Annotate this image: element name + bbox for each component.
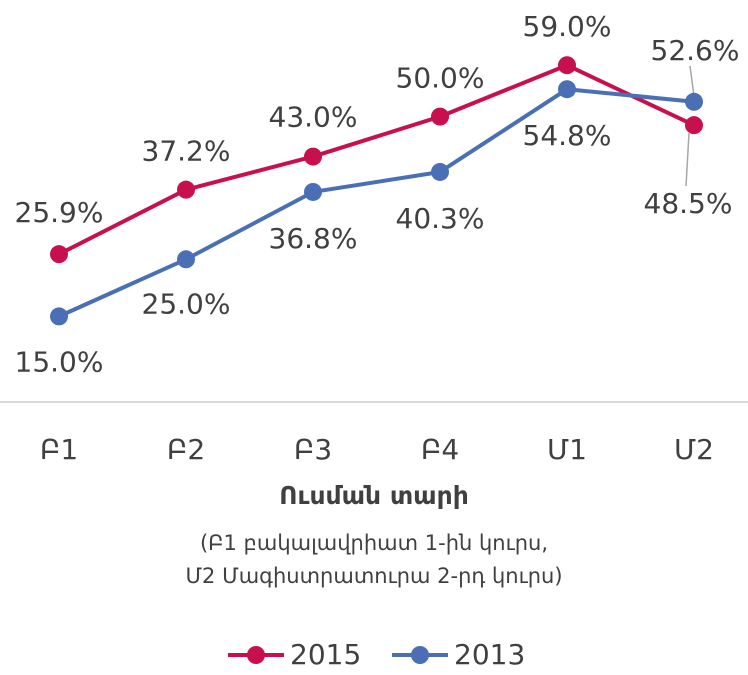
data-point: [558, 80, 576, 99]
legend-marker: [247, 646, 265, 664]
series-line: [58, 87, 695, 319]
data-point: [304, 182, 322, 201]
x-tick-label: Մ1: [547, 433, 587, 466]
x-axis-note: Մ2 Մագիստրատուրա 2-րդ կուրս): [185, 564, 562, 588]
data-label: 25.0%: [142, 287, 231, 320]
data-point: [50, 245, 68, 264]
x-tick-label: Բ3: [294, 433, 332, 466]
series-line: [58, 63, 695, 256]
data-label: 37.2%: [142, 135, 231, 168]
data-label: 52.6%: [651, 34, 740, 67]
data-label: 43.0%: [269, 101, 358, 134]
leader-line: [685, 132, 690, 187]
data-point: [304, 147, 322, 166]
x-axis-title: Ուսման տարի: [279, 481, 469, 510]
data-label: 48.5%: [644, 187, 733, 220]
data-point: [431, 107, 449, 126]
legend-label: 2015: [290, 638, 361, 671]
x-axis-note: (Բ1 բակալավրիատ 1-ին կուրս,: [200, 531, 548, 555]
data-point: [685, 92, 703, 111]
data-point: [685, 116, 703, 135]
x-tick-label: Մ2: [674, 433, 714, 466]
data-label: 59.0%: [523, 10, 612, 43]
x-tick-label: Բ1: [40, 433, 78, 466]
data-point: [177, 180, 195, 199]
x-tick-label: Բ2: [167, 433, 205, 466]
legend-label: 2013: [454, 638, 525, 671]
data-label: 40.3%: [396, 202, 485, 235]
data-point: [431, 162, 449, 181]
data-label: 36.8%: [269, 222, 358, 255]
data-point: [50, 307, 68, 326]
x-tick-label: Բ4: [421, 433, 459, 466]
data-label: 50.0%: [396, 62, 485, 95]
data-label: 25.9%: [15, 196, 104, 229]
legend-marker: [411, 646, 429, 664]
data-label: 54.8%: [523, 119, 612, 152]
leader-line: [689, 65, 695, 97]
data-point: [177, 250, 195, 269]
data-label: 15.0%: [15, 345, 104, 378]
data-point: [558, 56, 576, 75]
